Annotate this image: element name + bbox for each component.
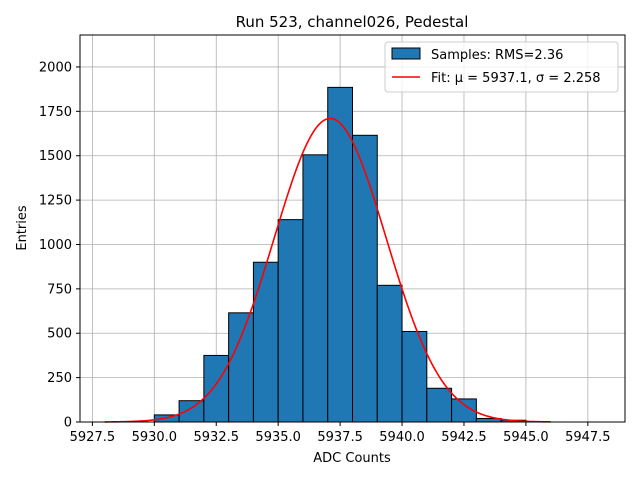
x-axis-label: ADC Counts [313,451,391,466]
plot-frame [79,34,626,423]
x-axis-ticks: 5927.5 5930.0 5932.5 5935.0 5937.5 5940.0 5942… [70,422,611,445]
y-axis-label: Entries [15,205,30,251]
x-tick-label-3: 5935.0 [255,430,301,445]
y-tick-label-1: 250 [47,371,72,386]
x-tick-label-0: 5927.5 [70,430,116,445]
y-tick-label-6: 1500 [39,149,72,164]
histogram-bar-4 [252,261,279,423]
y-tick-label-2: 500 [47,327,72,342]
x-tick-label-1: 5930.0 [132,430,178,445]
x-tick-label-6: 5942.5 [441,430,487,445]
histogram-bar-9 [376,284,403,423]
y-tick-label-0: 0 [64,416,72,431]
y-tick-label-7: 1750 [39,105,72,120]
histogram-bar-2 [203,354,230,423]
x-tick-label-2: 5932.5 [194,430,240,445]
fit-curve [104,117,551,423]
legend: Samples: RMS=2.36 Fit: μ = 5937.1, σ = 2… [384,41,619,93]
x-tick-label-4: 5937.5 [317,430,363,445]
histogram-bar-5 [277,219,304,423]
chart-title: Run 523, channel026, Pedestal [236,13,469,31]
histogram-bar-6 [302,154,329,423]
histogram-bar-1 [178,400,205,423]
x-tick-label-5: 5940.0 [379,430,425,445]
histogram-bar-7 [327,86,353,423]
histogram-bar-11 [426,387,453,423]
y-tick-label-3: 750 [47,282,72,297]
y-tick-label-5: 1250 [39,194,72,209]
y-axis-ticks: 0 250 500 750 1000 1250 1500 1750 2000 [39,60,80,431]
legend-label-fit: Fit: μ = 5937.1, σ = 2.258 [431,71,601,86]
legend-histogram-swatch [391,47,421,60]
legend-label-samples: Samples: RMS=2.36 [431,48,563,63]
y-tick-label-4: 1000 [39,238,72,253]
histogram-bar-3 [228,312,254,423]
x-tick-label-7: 5945.0 [503,430,549,445]
legend-box [384,41,619,93]
y-tick-label-8: 2000 [39,60,72,75]
x-tick-label-8: 5947.5 [565,430,611,445]
histogram-bars [153,86,527,423]
histogram-bar-8 [352,134,378,423]
